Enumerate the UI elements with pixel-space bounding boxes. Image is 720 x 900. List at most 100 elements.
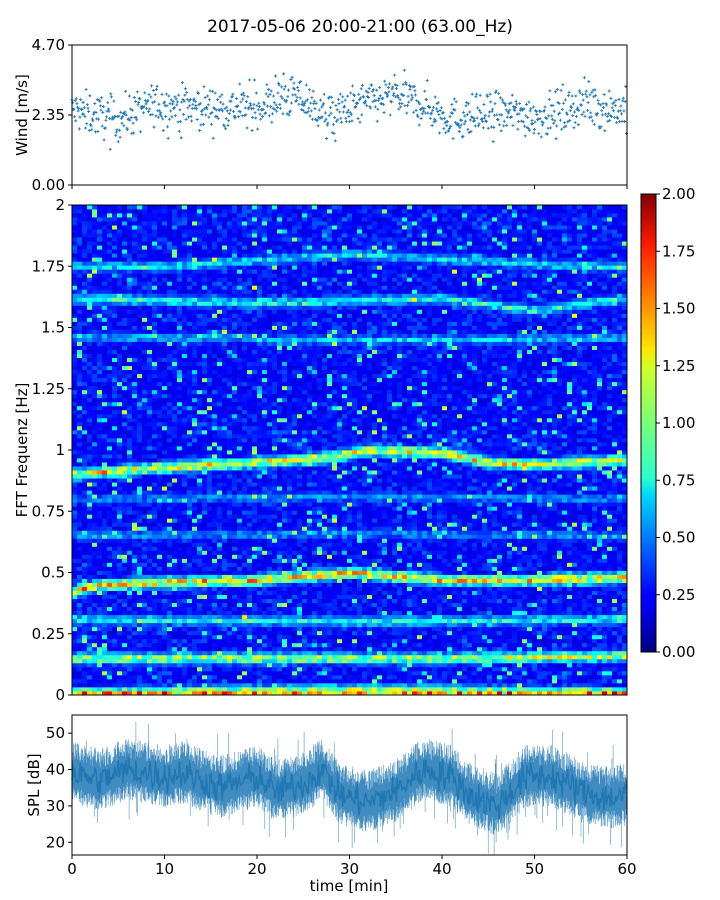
spectrogram-cell	[87, 257, 93, 262]
spectrogram-cell	[87, 510, 93, 515]
spectrogram-cell	[152, 409, 158, 415]
spectrogram-cell	[207, 514, 213, 519]
spectrogram-cell	[192, 305, 198, 310]
spectrogram-cell	[217, 646, 223, 652]
spectrogram-cell	[132, 329, 138, 334]
spectrogram-cell	[82, 590, 88, 595]
spectrogram-cell	[142, 325, 148, 330]
spectrogram-cell	[212, 241, 218, 246]
spectrogram-cell	[217, 245, 223, 250]
spectrogram-cell	[147, 638, 153, 644]
spectrogram-cell	[222, 209, 228, 214]
wind-point	[257, 101, 261, 105]
spectrogram-cell	[82, 433, 88, 439]
spectrogram-cell	[147, 385, 153, 391]
spectrogram-cell	[77, 253, 83, 258]
spectrogram-cell	[207, 249, 213, 254]
spectrogram-cell	[212, 357, 218, 363]
spectrogram-cell	[117, 321, 123, 326]
spectrogram-cell	[172, 389, 178, 395]
spectrogram-cell	[137, 365, 143, 371]
spectrogram-cell	[227, 393, 233, 399]
spectrogram-cell	[237, 518, 243, 523]
wind-point	[205, 107, 209, 111]
spectrogram-cell	[162, 550, 168, 555]
spectrogram-cell	[187, 686, 193, 692]
spectrogram-cell	[147, 570, 153, 575]
spectrogram-cell	[197, 401, 203, 407]
spectrogram-cell	[142, 253, 148, 258]
wind-point	[187, 115, 191, 119]
spectrogram-cell	[82, 638, 88, 644]
spectrogram-cell	[117, 269, 123, 274]
spectrogram-cell	[172, 630, 178, 636]
spectrogram-cell	[182, 590, 188, 595]
spectrogram-cell	[227, 233, 233, 238]
spectrogram-cell	[172, 317, 178, 322]
spectrogram-cell	[172, 217, 178, 222]
spectrogram-cell	[192, 273, 198, 278]
wind-point	[428, 116, 432, 120]
spectrogram-cell	[122, 369, 128, 375]
spectrogram-cell	[152, 313, 158, 318]
spectrogram-cell	[217, 650, 223, 656]
spectrogram-cell	[187, 257, 193, 262]
spectrogram-cell	[172, 325, 178, 330]
spectrogram-cell	[137, 361, 143, 367]
spectrogram-cell	[147, 626, 153, 632]
spectrogram-cell	[137, 646, 143, 652]
spectrogram-cell	[152, 329, 158, 334]
spectrogram-cell	[132, 261, 138, 266]
spectrogram-cell	[172, 462, 178, 467]
wind-point	[389, 100, 393, 104]
wind-point	[106, 101, 110, 105]
spectrogram-cell	[187, 598, 193, 604]
spectrogram-cell	[167, 265, 173, 270]
spectrogram-cell	[172, 237, 178, 242]
spectrogram-cell	[177, 357, 183, 363]
spectrogram-cell	[197, 478, 203, 483]
spectrogram-cell	[122, 490, 128, 495]
spectrogram-cell	[117, 217, 123, 222]
spectrogram-cell	[187, 678, 193, 684]
spectrogram-cell	[162, 433, 168, 439]
spectrogram-cell	[72, 269, 78, 274]
spectrogram-cell	[207, 417, 213, 423]
spectrogram-cell	[147, 217, 153, 222]
spectrogram-cell	[107, 550, 113, 555]
spectrogram-cell	[222, 562, 228, 567]
spectrogram-cell	[217, 205, 223, 210]
spectrogram-cell	[147, 333, 153, 338]
spectrogram-cell	[172, 546, 178, 551]
spectrogram-cell	[167, 389, 173, 395]
spectrogram-cell	[192, 405, 198, 411]
spectrogram-cell	[202, 450, 208, 455]
spectrogram-cell	[222, 405, 228, 411]
spectrogram-cell	[207, 546, 213, 551]
spectrogram-cell	[152, 269, 158, 274]
spectrogram-cell	[142, 397, 148, 403]
wind-point	[449, 124, 453, 128]
spectrogram-cell	[172, 674, 178, 680]
spectrogram-cell	[162, 534, 168, 539]
wind-point	[127, 94, 131, 98]
wind-point	[325, 123, 329, 127]
spectrogram-cell	[217, 385, 223, 391]
spectrogram-cell	[117, 618, 123, 624]
spectrogram-cell	[132, 486, 138, 491]
wind-point	[504, 108, 508, 112]
spectrogram-cell	[77, 245, 83, 250]
spectrogram-cell	[137, 590, 143, 595]
spectrogram-cell	[212, 409, 218, 415]
spectrogram-cell	[192, 538, 198, 543]
wind-point	[179, 120, 183, 124]
spectrogram-cell	[82, 674, 88, 680]
spectrogram-cell	[132, 277, 138, 282]
spectrogram-cell	[177, 213, 183, 218]
spectrogram-cell	[177, 277, 183, 282]
spectrogram-cell	[172, 542, 178, 547]
spectrogram-cell	[142, 470, 148, 475]
spectrogram-cell	[127, 482, 133, 487]
spectrogram-cell	[122, 454, 128, 459]
spectrogram-cell	[92, 225, 98, 230]
